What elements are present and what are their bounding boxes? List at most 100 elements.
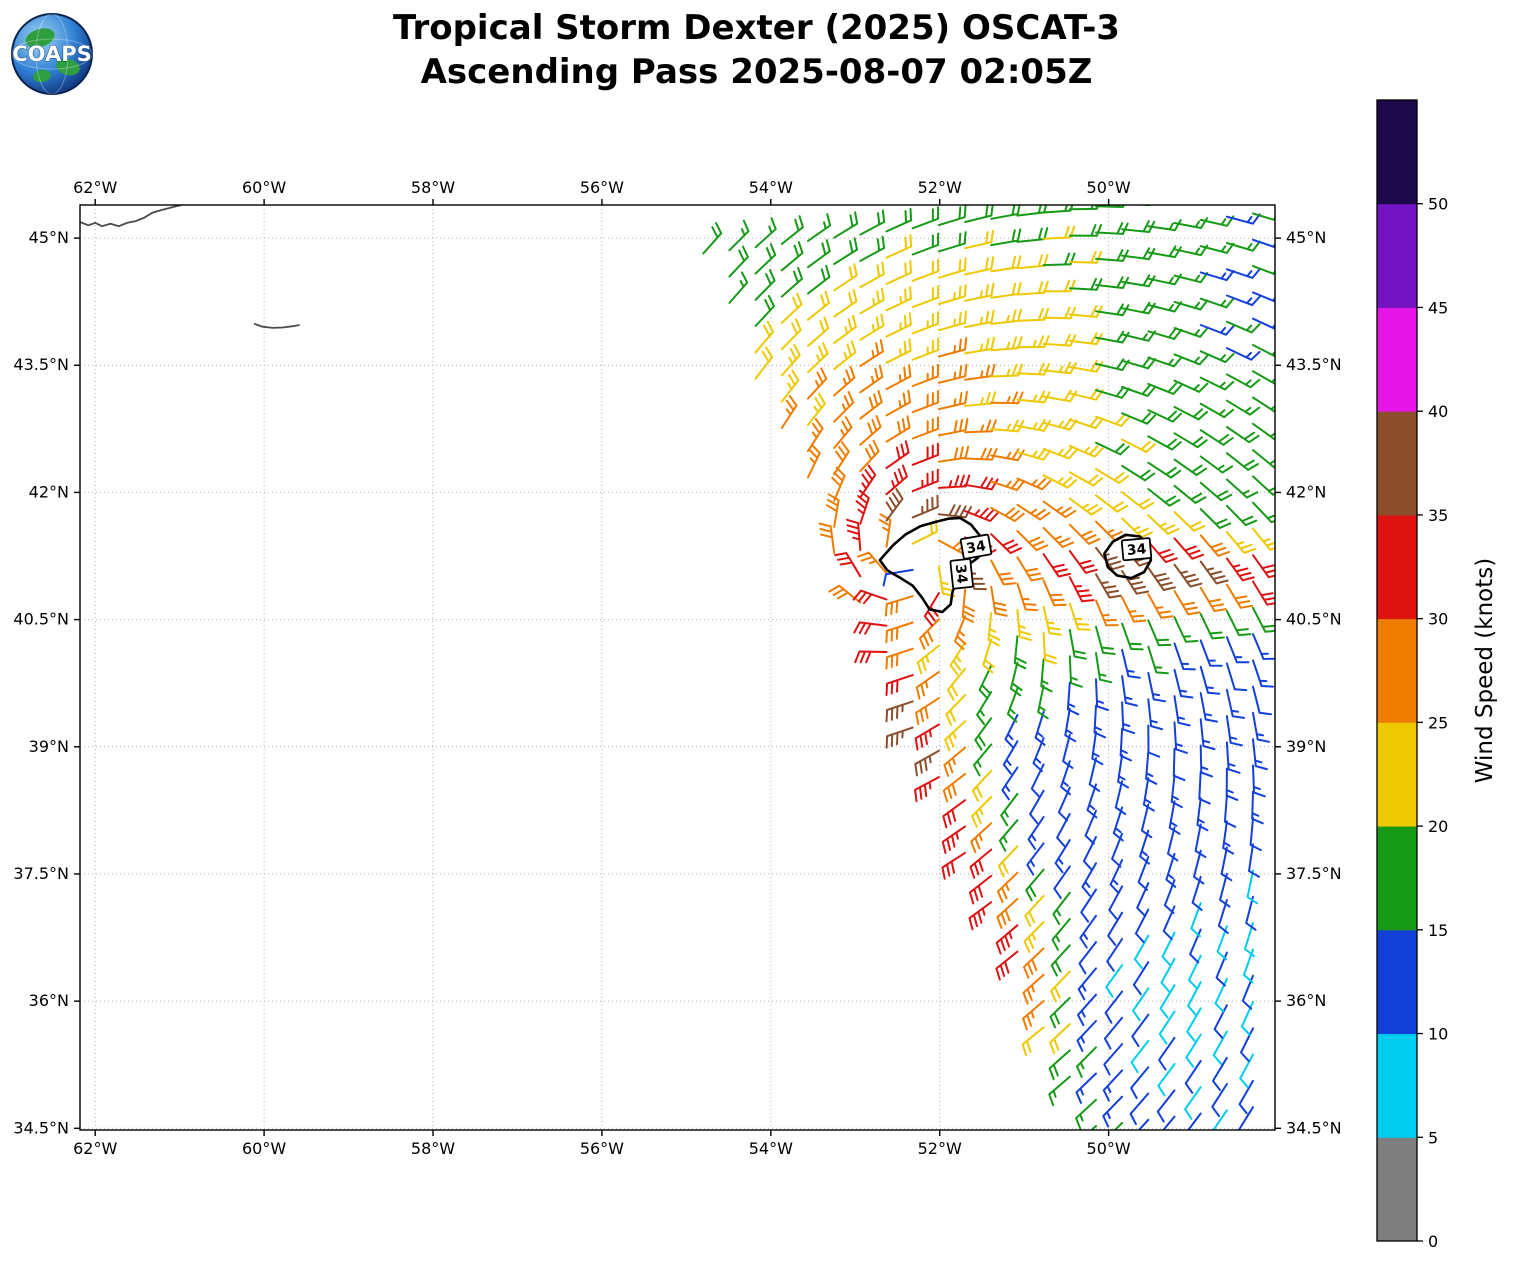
wind-barb (1225, 478, 1259, 499)
wind-barb (1056, 812, 1071, 848)
wind-barb (1050, 970, 1071, 1003)
wind-barb (911, 442, 939, 466)
colorbar-tick-label: 25 (1428, 713, 1448, 732)
wind-barb (1136, 882, 1150, 918)
wind-barb (911, 468, 939, 493)
wind-barb (1114, 780, 1127, 816)
wind-barb (1121, 596, 1147, 623)
wind-barb (1102, 1069, 1124, 1102)
wind-barb (973, 743, 993, 777)
wind-barb (1034, 710, 1046, 746)
colorbar-segment-20-25 (1377, 722, 1417, 827)
wind-barb (1095, 546, 1125, 571)
wind-barb (1245, 895, 1257, 931)
wind-barb (1109, 859, 1124, 894)
wind-barb (1051, 918, 1071, 951)
wind-barb (825, 493, 840, 528)
wind-barb (1225, 636, 1250, 664)
wind-barb (964, 419, 997, 434)
wind-barb (1068, 205, 1100, 211)
wind-barb (1252, 711, 1270, 743)
wind-barb (1199, 665, 1221, 695)
lat-tick-label-left: 45°N (29, 228, 69, 247)
wind-barb (1211, 1083, 1228, 1118)
wind-barb (1133, 934, 1150, 970)
wind-barb (1252, 685, 1272, 716)
wind-barb (1042, 306, 1076, 320)
wind-barb (961, 588, 975, 623)
lat-tick-label-right: 45°N (1286, 228, 1326, 247)
wind-barb (885, 415, 911, 443)
wind-barb (914, 749, 940, 777)
wind-barb (964, 229, 994, 250)
wind-barb (1212, 1030, 1228, 1065)
wind-barb (1023, 947, 1045, 979)
wind-barb (942, 799, 967, 829)
wind-barb (754, 269, 776, 301)
wind-barb (1225, 294, 1261, 307)
wind-barb (1049, 1023, 1071, 1055)
wind-barb (833, 289, 858, 318)
wind-barb (1095, 414, 1130, 427)
wind-barb (1147, 724, 1161, 758)
wind-barb (1095, 625, 1116, 655)
wind-barb (1252, 764, 1266, 798)
wind-barb (1081, 862, 1097, 897)
colorbar-segment-5-10 (1377, 1033, 1417, 1138)
wind-barb (754, 346, 773, 380)
wind-barb (1134, 908, 1150, 944)
wind-barb (1121, 570, 1149, 595)
wind-barb (937, 417, 969, 437)
wind-barb (911, 258, 940, 282)
wind-barb (1199, 242, 1235, 254)
lon-tick-label-bottom: 60°W (242, 1139, 286, 1158)
wind-barb (911, 390, 939, 414)
wind-barb (780, 369, 800, 403)
wind-barb (885, 389, 911, 417)
wind-barb (1167, 826, 1179, 862)
colorbar-segment-45-50 (1377, 203, 1417, 308)
wind-barb (937, 474, 971, 489)
wind-barb (833, 211, 859, 239)
wind-barb (1016, 362, 1050, 376)
wind-barb (1246, 869, 1259, 905)
lat-tick-label-right: 40.5°N (1286, 610, 1342, 629)
wind-barb (1068, 224, 1102, 237)
wind-barb (1173, 299, 1209, 311)
wind-barb (1219, 872, 1231, 908)
wind-barb (1000, 792, 1019, 827)
wind-barb (1175, 191, 1208, 201)
axis-ticks (74, 199, 1281, 1136)
wind-barb (1187, 1112, 1202, 1130)
lat-tick-label-right: 34.5°N (1286, 1118, 1342, 1137)
wind-barb (859, 390, 883, 420)
wind-barb (1121, 648, 1141, 679)
wind-barb (1252, 370, 1275, 386)
wind-barb (1016, 280, 1049, 296)
wind-barb (1121, 517, 1153, 539)
wind-barb (1212, 1056, 1228, 1091)
wind-barb (1148, 192, 1180, 203)
lat-tick-label-right: 37.5°N (1286, 864, 1342, 883)
wind-barbs-layer (702, 191, 1275, 1130)
wind-barb (1137, 1118, 1150, 1130)
wind-barb (885, 260, 912, 285)
wind-barb (1062, 734, 1074, 769)
wind-barb (996, 898, 1019, 929)
wind-barb (1185, 1033, 1202, 1068)
lon-tick-label-top: 58°W (411, 178, 455, 197)
colorbar-tick-label: 30 (1428, 610, 1448, 629)
wind-barb (964, 282, 995, 302)
wind-barb (937, 445, 970, 463)
wind-barb (885, 234, 913, 259)
wind-barb (1016, 503, 1051, 521)
wind-barb (995, 950, 1019, 981)
wind-barb (1147, 382, 1183, 395)
wind-barb (807, 239, 831, 269)
wind-barb (1076, 1020, 1097, 1052)
wind-barb (1068, 416, 1104, 429)
wind-barb (1159, 984, 1176, 1019)
lat-tick-label-right: 39°N (1286, 737, 1326, 756)
wind-barb (1199, 692, 1218, 723)
wind-barb (885, 488, 904, 522)
